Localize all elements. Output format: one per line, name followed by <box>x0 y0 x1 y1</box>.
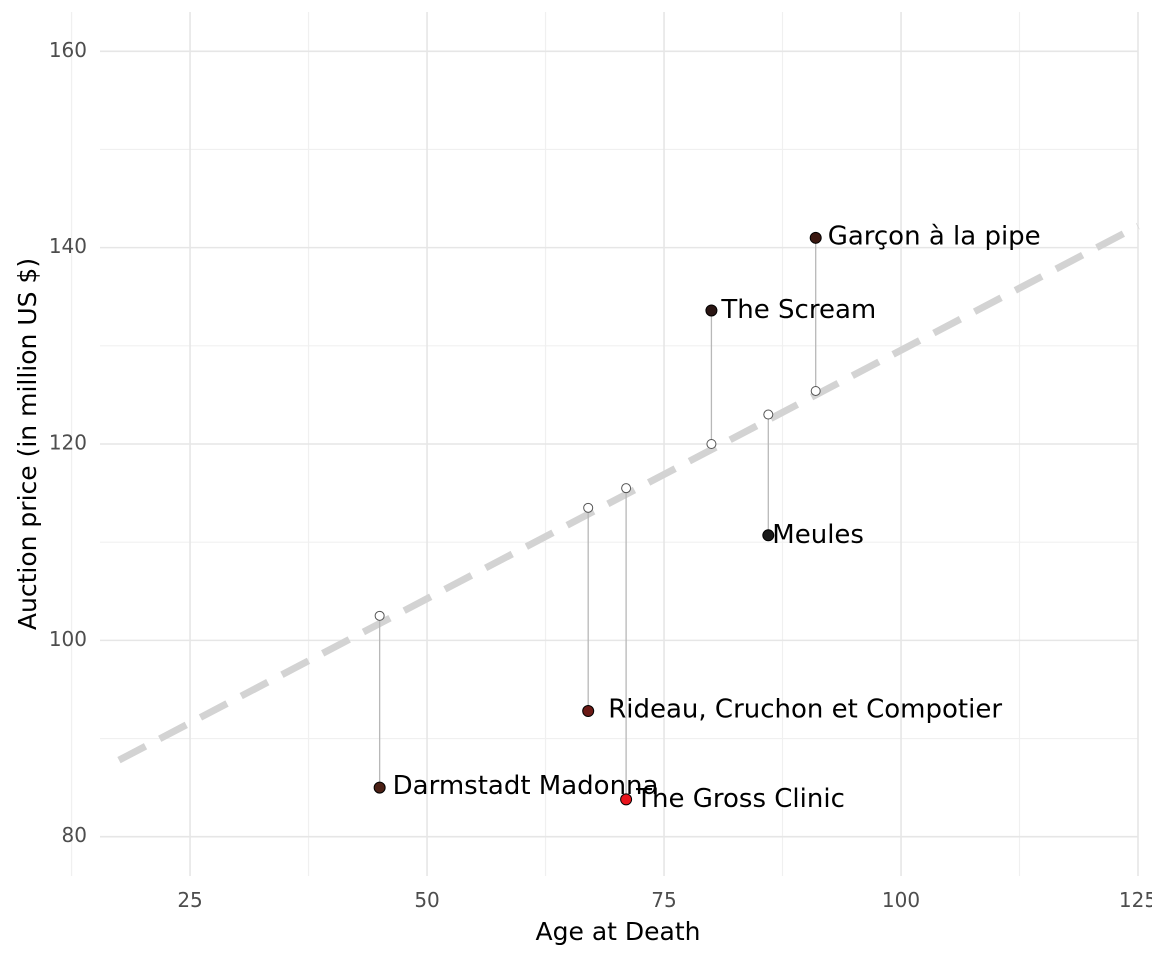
data-point <box>705 304 718 317</box>
residual-lines <box>378 237 817 800</box>
data-point <box>373 781 386 794</box>
point-labels: Garçon à la pipe The Scream Meules Rideau, … <box>393 221 1041 814</box>
fitted-point <box>583 502 594 513</box>
data-point <box>762 529 775 542</box>
y-axis-ticks: 80 100 120 140 160 <box>49 38 87 847</box>
y-tick-label: 100 <box>49 627 87 651</box>
point-label: Darmstadt Madonna <box>393 771 659 801</box>
point-label: Meules <box>772 520 864 550</box>
fitted-point <box>810 385 821 396</box>
point-label: Garçon à la pipe <box>828 221 1041 251</box>
point-label: The Scream <box>720 295 876 325</box>
x-tick-label: 75 <box>651 888 676 912</box>
data-point <box>582 705 595 718</box>
x-tick-label: 125 <box>1119 888 1152 912</box>
y-axis-title: Auction price (in million US $) <box>13 258 42 630</box>
fitted-point <box>621 483 632 494</box>
point-label: Rideau, Cruchon et Compotier <box>608 695 1002 725</box>
y-tick-label: 120 <box>49 431 87 455</box>
x-axis-ticks: 25 50 75 100 125 <box>177 888 1152 912</box>
fitted-point <box>706 439 717 449</box>
point-label: The Gross Clinic <box>635 784 845 814</box>
data-point <box>809 231 822 244</box>
fitted-point <box>374 610 385 621</box>
x-tick-label: 50 <box>414 888 439 912</box>
x-tick-label: 25 <box>177 888 202 912</box>
trend-line <box>117 222 1140 764</box>
x-axis-title: Age at Death <box>536 917 701 946</box>
y-tick-label: 140 <box>49 234 87 258</box>
data-points <box>373 231 822 806</box>
y-tick-label: 160 <box>49 38 87 62</box>
grid-lines <box>70 12 1139 876</box>
data-point <box>620 793 633 806</box>
fitted-point <box>763 409 774 420</box>
x-tick-label: 100 <box>882 888 920 912</box>
y-tick-label: 80 <box>62 823 87 847</box>
fitted-points <box>374 385 821 621</box>
